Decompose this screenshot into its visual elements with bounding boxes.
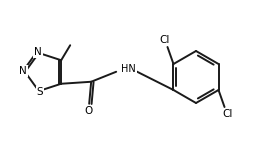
Text: S: S [36, 87, 43, 97]
Text: Cl: Cl [222, 109, 233, 119]
Text: HN: HN [121, 64, 136, 74]
Text: Cl: Cl [159, 35, 170, 45]
Text: N: N [34, 47, 42, 57]
Text: O: O [84, 106, 92, 116]
Text: N: N [19, 66, 27, 76]
